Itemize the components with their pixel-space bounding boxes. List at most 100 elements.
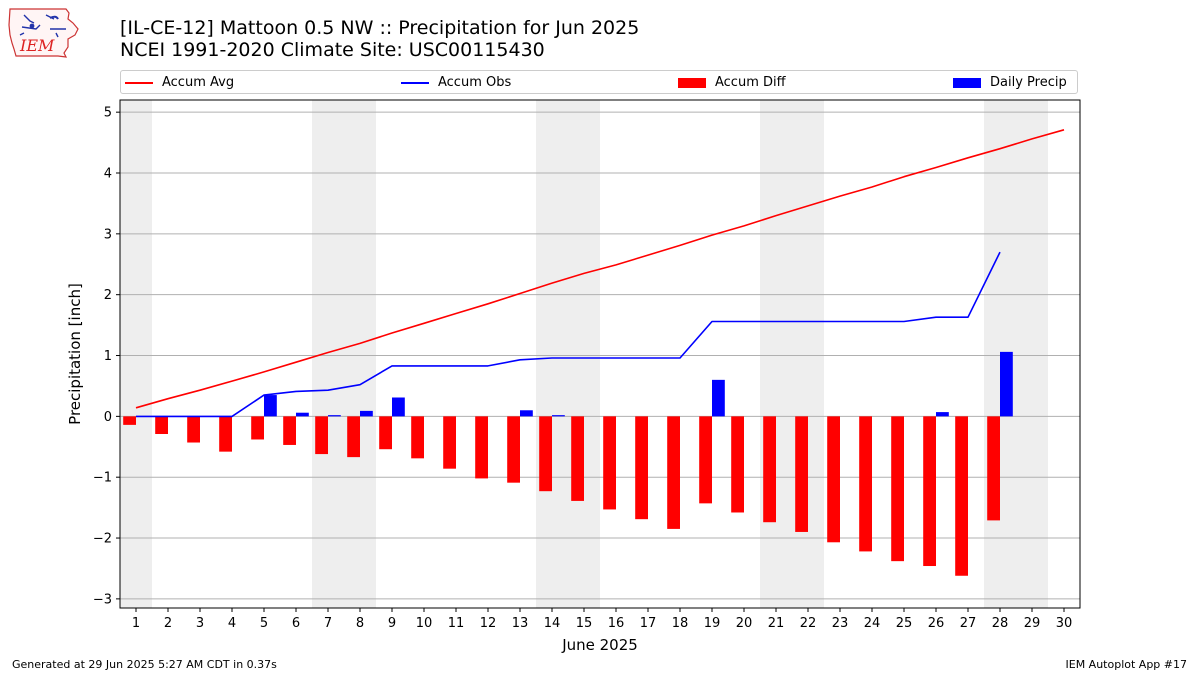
x-tick-label: 1 bbox=[132, 616, 140, 631]
accum-diff-bar bbox=[251, 416, 264, 440]
x-tick-label: 19 bbox=[704, 616, 721, 631]
chart-subtitle: NCEI 1991-2020 Climate Site: USC00115430 bbox=[120, 39, 545, 61]
x-tick-label: 8 bbox=[356, 616, 364, 631]
daily-precip-bar bbox=[296, 412, 309, 417]
accum-diff-bar bbox=[539, 416, 552, 492]
accum-diff-bar bbox=[219, 416, 232, 452]
accum-diff-bar bbox=[859, 416, 872, 552]
legend-label-accum-diff: Accum Diff bbox=[715, 75, 786, 90]
accum-diff-bar bbox=[987, 416, 1000, 521]
x-tick-label: 21 bbox=[768, 616, 785, 631]
gridlines-group bbox=[120, 111, 1080, 600]
accum-diff-bar bbox=[411, 416, 424, 459]
x-tick-label: 18 bbox=[672, 616, 689, 631]
y-tick-label: 0 bbox=[104, 410, 112, 425]
accum-diff-bar bbox=[827, 416, 840, 543]
y-tick-label: 2 bbox=[104, 288, 112, 303]
x-axis-label: June 2025 bbox=[561, 636, 638, 654]
legend-swatch-daily-precip bbox=[953, 77, 981, 88]
x-tick-label: 15 bbox=[576, 616, 593, 631]
y-tick-label: −3 bbox=[93, 592, 112, 607]
legend-label-accum-avg: Accum Avg bbox=[162, 75, 235, 90]
x-tick-label: 25 bbox=[896, 616, 913, 631]
accum-diff-bar bbox=[731, 416, 744, 513]
accum-diff-bar bbox=[891, 416, 904, 562]
footer-app: IEM Autoplot App #17 bbox=[1065, 658, 1188, 671]
accum-diff-bar bbox=[699, 416, 712, 504]
x-tick-label: 12 bbox=[480, 616, 497, 631]
x-tick-label: 4 bbox=[228, 616, 236, 631]
x-tick-label: 11 bbox=[448, 616, 465, 631]
legend-swatch-accum-diff bbox=[678, 77, 706, 88]
accum-diff-bar bbox=[603, 416, 616, 510]
accum-diff-bar bbox=[763, 416, 776, 523]
accum-diff-bar bbox=[475, 416, 488, 479]
accum-diff-bar bbox=[443, 416, 456, 469]
lines-group bbox=[135, 129, 1065, 418]
legend-item-accum-avg: Accum Avg bbox=[125, 75, 234, 91]
accum-diff-bar bbox=[283, 416, 296, 445]
x-tick-label: 24 bbox=[864, 616, 881, 631]
x-tick-label: 6 bbox=[292, 616, 300, 631]
legend-label-daily-precip: Daily Precip bbox=[990, 75, 1067, 90]
accum-diff-bar bbox=[347, 416, 360, 458]
iem-logo: IEM bbox=[8, 8, 79, 58]
x-tick-label: 13 bbox=[512, 616, 529, 631]
y-tick-label: 4 bbox=[104, 167, 112, 182]
footer-generated: Generated at 29 Jun 2025 5:27 AM CDT in … bbox=[12, 658, 277, 671]
accum-obs-line bbox=[136, 251, 1001, 418]
accum-diff-bar bbox=[155, 416, 168, 435]
x-tick-label: 16 bbox=[608, 616, 625, 631]
y-axis-label: Precipitation [inch] bbox=[66, 283, 84, 425]
weekend-shade bbox=[760, 100, 824, 608]
plot-frame bbox=[119, 99, 1081, 609]
x-tick-label: 10 bbox=[416, 616, 433, 631]
x-tick-label: 3 bbox=[196, 616, 204, 631]
legend-item-daily-precip: Daily Precip bbox=[953, 75, 1067, 91]
daily-precip-bar bbox=[552, 415, 565, 417]
daily-precip-bar bbox=[328, 415, 341, 417]
accum-diff-bar bbox=[923, 416, 936, 567]
x-tick-label: 29 bbox=[1024, 616, 1041, 631]
daily-precip-bar bbox=[360, 410, 373, 417]
accum-diff-bar bbox=[507, 416, 520, 483]
x-tick-label: 7 bbox=[324, 616, 332, 631]
y-tick-label: −2 bbox=[93, 532, 112, 547]
accum-diff-bar bbox=[571, 416, 584, 501]
accum-diff-bar bbox=[379, 416, 392, 450]
x-tick-label: 23 bbox=[832, 616, 849, 631]
weekend-shading-group bbox=[120, 100, 1048, 608]
x-tick-label: 28 bbox=[992, 616, 1009, 631]
logo-text: IEM bbox=[19, 36, 55, 55]
x-tick-label: 2 bbox=[164, 616, 172, 631]
x-tick-label: 9 bbox=[388, 616, 396, 631]
daily-precip-bar bbox=[264, 395, 277, 417]
x-tick-label: 20 bbox=[736, 616, 753, 631]
accum-diff-bar bbox=[187, 416, 200, 443]
legend-swatch-accum-obs bbox=[401, 81, 429, 84]
accum-diff-bar bbox=[635, 416, 648, 520]
y-tick-label: 3 bbox=[104, 227, 112, 242]
daily-precip-bar bbox=[392, 397, 405, 417]
legend-item-accum-obs: Accum Obs bbox=[401, 75, 511, 91]
bars-group bbox=[123, 351, 1013, 576]
legend: Accum Avg Accum Obs Accum Diff Daily Pre… bbox=[120, 70, 1078, 94]
y-tick-label: 1 bbox=[104, 349, 112, 364]
daily-precip-bar bbox=[520, 410, 533, 417]
weekend-shade bbox=[536, 100, 600, 608]
x-tick-label: 5 bbox=[260, 616, 268, 631]
y-tick-label: 5 bbox=[104, 106, 112, 121]
accum-diff-bar bbox=[955, 416, 968, 576]
daily-precip-bar bbox=[712, 379, 725, 417]
weekend-shade bbox=[120, 100, 152, 608]
x-tick-label: 14 bbox=[544, 616, 561, 631]
accum-diff-bar bbox=[667, 416, 680, 529]
accum-avg-line bbox=[135, 129, 1065, 409]
x-tick-label: 27 bbox=[960, 616, 977, 631]
legend-item-accum-diff: Accum Diff bbox=[678, 75, 786, 91]
accum-diff-bar bbox=[123, 416, 136, 425]
daily-precip-bar bbox=[936, 412, 949, 417]
daily-precip-bar bbox=[1000, 351, 1013, 417]
